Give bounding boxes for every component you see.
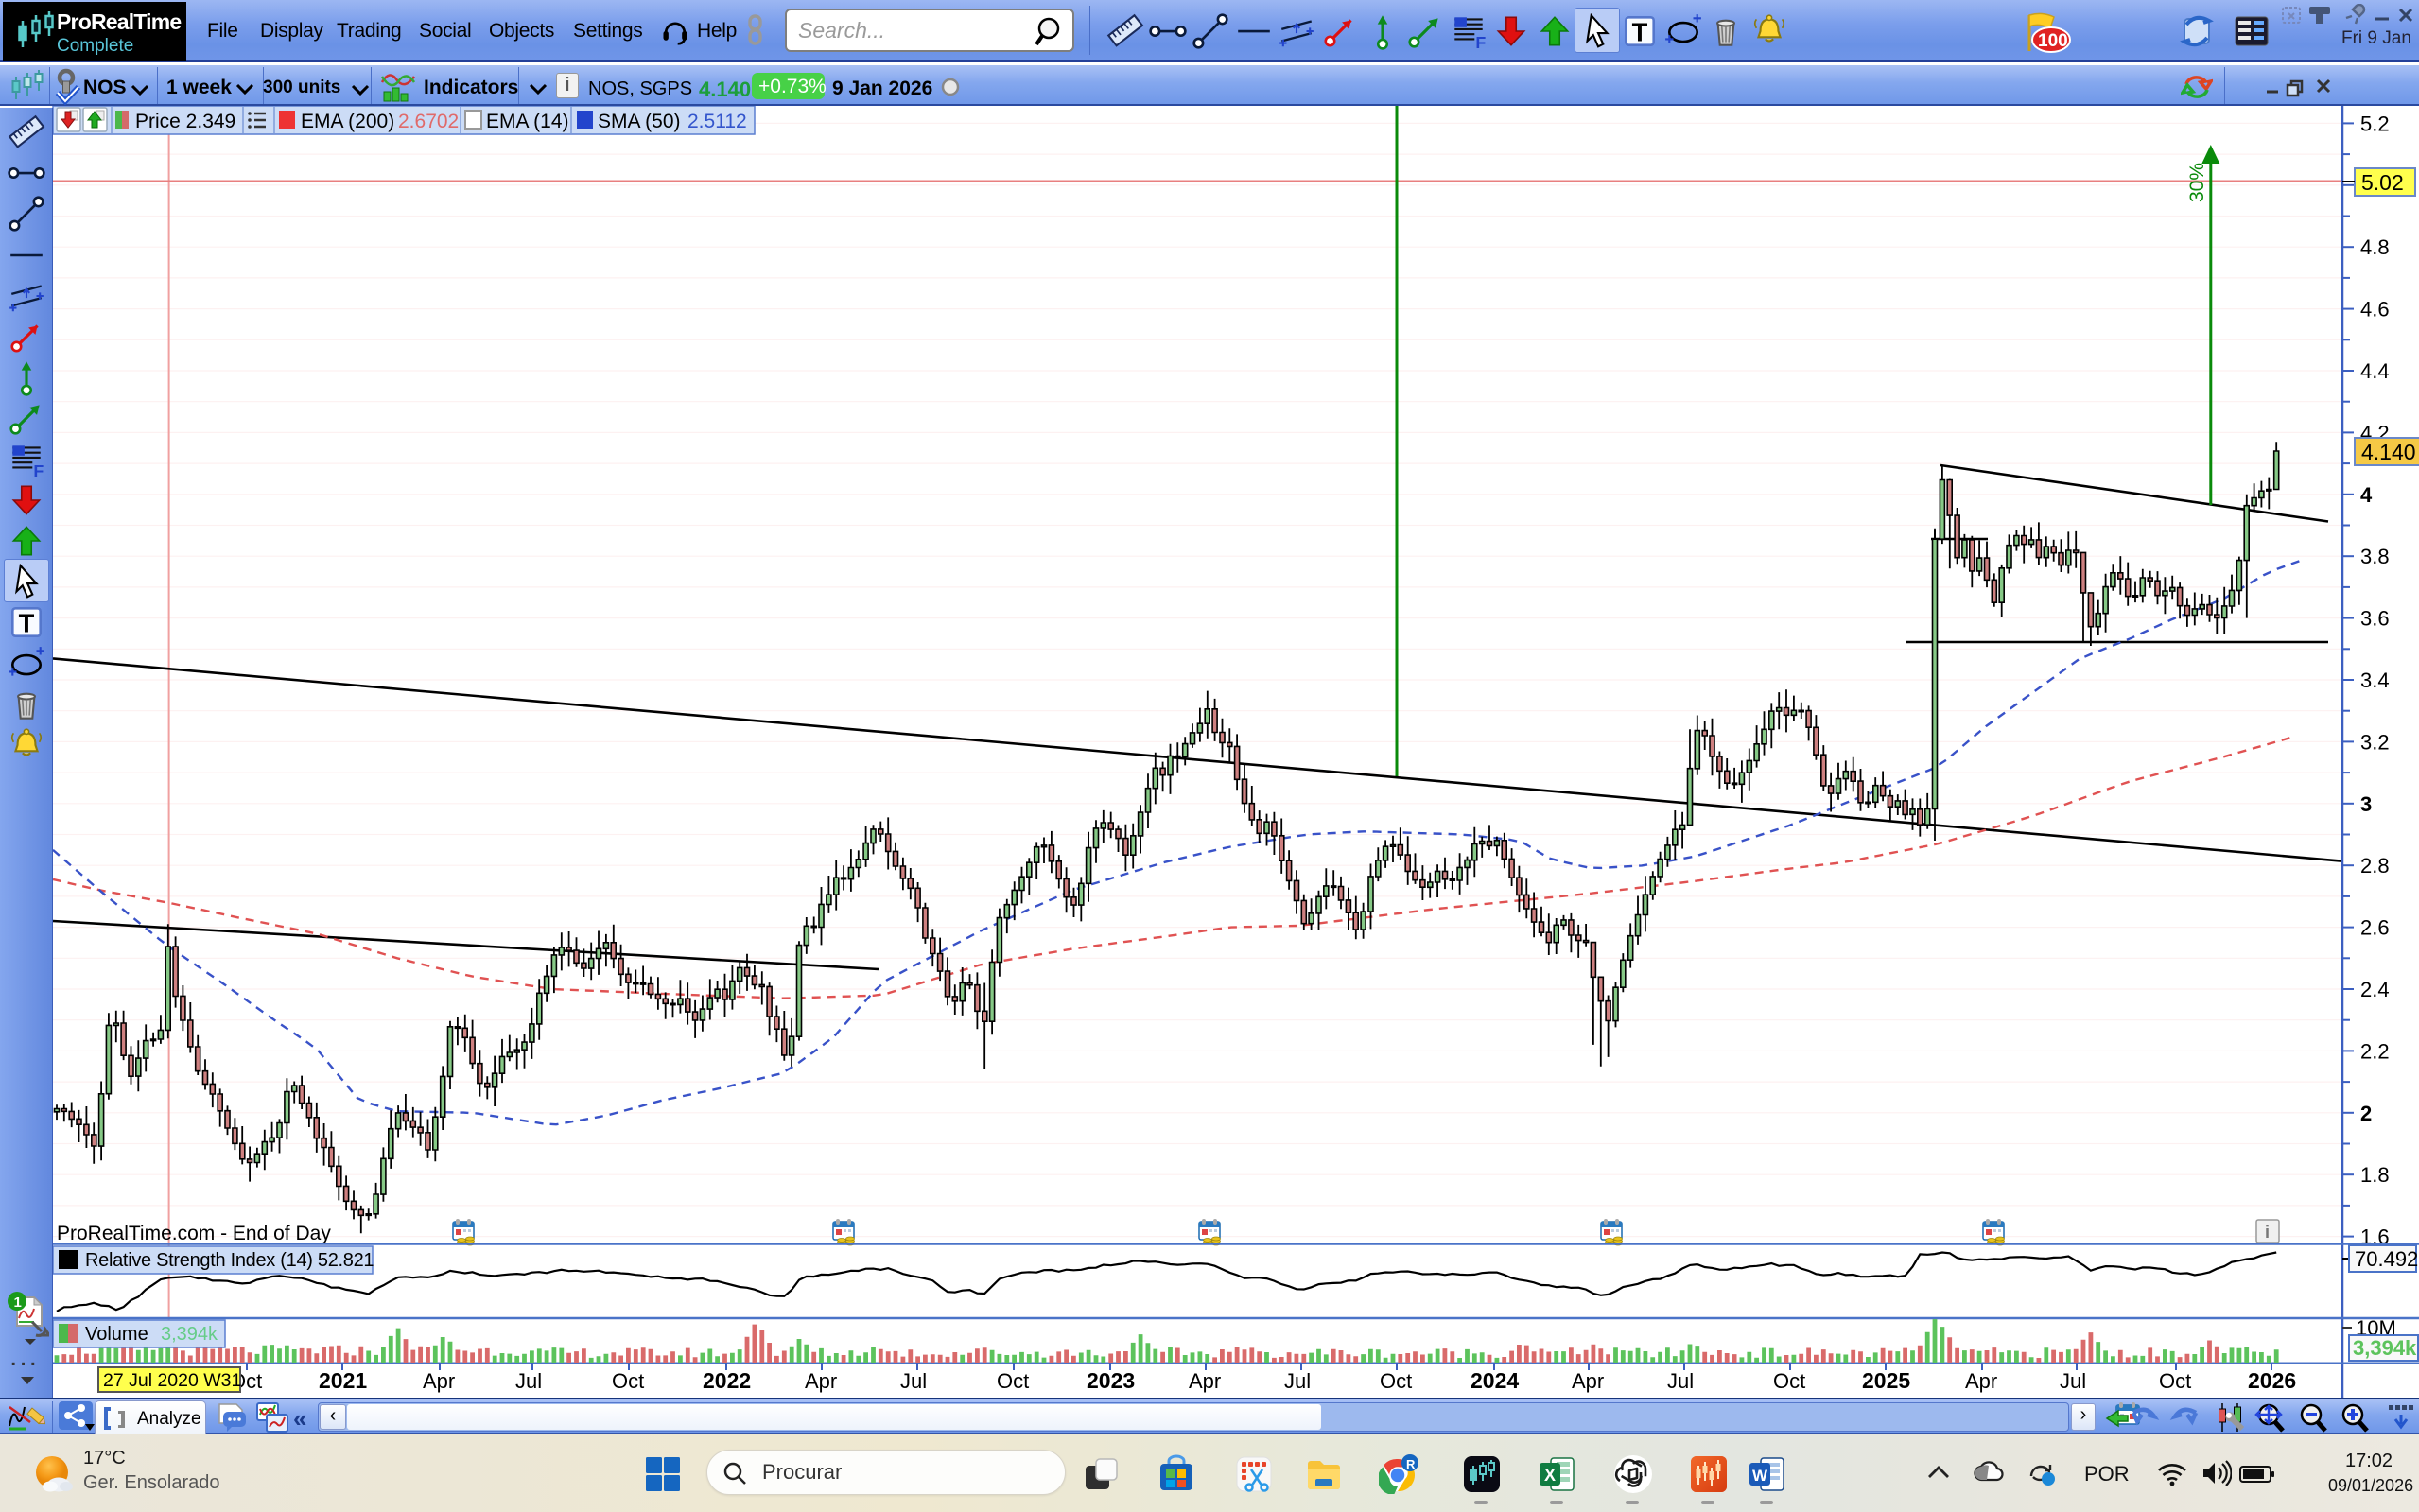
svg-text:5.02: 5.02 bbox=[2361, 170, 2404, 195]
svg-text:3.4: 3.4 bbox=[2360, 669, 2390, 692]
svg-text:27 Jul 2020 W31: 27 Jul 2020 W31 bbox=[103, 1370, 241, 1391]
svg-text:Oct: Oct bbox=[1773, 1369, 1805, 1393]
svg-text:3.8: 3.8 bbox=[2360, 545, 2390, 568]
svg-text:4.4: 4.4 bbox=[2360, 359, 2390, 383]
svg-text:Price 2.349: Price 2.349 bbox=[135, 111, 235, 132]
svg-text:2.2: 2.2 bbox=[2360, 1039, 2390, 1063]
svg-text:30%: 30% bbox=[2186, 163, 2208, 202]
svg-text:Oct: Oct bbox=[612, 1369, 644, 1393]
svg-text:Oct: Oct bbox=[1380, 1369, 1412, 1393]
svg-text:Jul: Jul bbox=[900, 1369, 927, 1393]
svg-text:ProRealTime.com - End of Day: ProRealTime.com - End of Day bbox=[57, 1223, 331, 1244]
svg-text:Apr: Apr bbox=[1189, 1369, 1221, 1393]
svg-text:2.8: 2.8 bbox=[2360, 854, 2390, 878]
svg-text:1: 1 bbox=[14, 1295, 22, 1311]
svg-text:2022: 2022 bbox=[703, 1368, 751, 1393]
svg-text:Oct: Oct bbox=[997, 1369, 1029, 1393]
svg-text:2025: 2025 bbox=[1862, 1368, 1910, 1393]
svg-text:SMA (50): SMA (50) bbox=[598, 111, 681, 132]
svg-text:Jul: Jul bbox=[515, 1369, 542, 1393]
svg-text:Jul: Jul bbox=[2060, 1369, 2086, 1393]
svg-text:2024: 2024 bbox=[1471, 1368, 1519, 1393]
svg-text:Apr: Apr bbox=[423, 1369, 455, 1393]
svg-text:Jul: Jul bbox=[1667, 1369, 1694, 1393]
svg-text:4.6: 4.6 bbox=[2360, 298, 2390, 322]
svg-text:F: F bbox=[33, 461, 44, 479]
svg-text:1.8: 1.8 bbox=[2360, 1163, 2390, 1187]
svg-text:Apr: Apr bbox=[805, 1369, 837, 1393]
svg-text:5.2: 5.2 bbox=[2360, 112, 2390, 135]
svg-text:EMA (200): EMA (200) bbox=[301, 111, 394, 132]
svg-text:3,394k: 3,394k bbox=[2353, 1336, 2417, 1360]
svg-text:3.2: 3.2 bbox=[2360, 730, 2390, 754]
svg-text:Volume: Volume bbox=[85, 1324, 148, 1345]
svg-text:R: R bbox=[1406, 1457, 1416, 1471]
svg-text:4.8: 4.8 bbox=[2360, 235, 2390, 259]
svg-text:2.6702: 2.6702 bbox=[398, 111, 459, 132]
svg-text:Oct: Oct bbox=[2159, 1369, 2191, 1393]
svg-text:Apr: Apr bbox=[1965, 1369, 1997, 1393]
svg-text:2: 2 bbox=[2360, 1102, 2372, 1125]
svg-text:4: 4 bbox=[2360, 483, 2373, 507]
svg-text:70.492: 70.492 bbox=[2355, 1247, 2418, 1271]
svg-text:100: 100 bbox=[2038, 31, 2068, 51]
svg-text:2.4: 2.4 bbox=[2360, 978, 2390, 1001]
svg-text:X: X bbox=[1544, 1466, 1556, 1485]
svg-text:2.5112: 2.5112 bbox=[687, 111, 747, 132]
svg-text:T: T bbox=[1632, 17, 1648, 46]
svg-text:4.140: 4.140 bbox=[2361, 440, 2416, 464]
svg-text:Relative Strength Index (14): Relative Strength Index (14) 52.821 bbox=[85, 1250, 374, 1271]
svg-text:2.6: 2.6 bbox=[2360, 916, 2390, 940]
svg-text:3: 3 bbox=[2360, 792, 2372, 816]
svg-text:Apr: Apr bbox=[1572, 1369, 1604, 1393]
svg-text:2026: 2026 bbox=[2248, 1368, 2296, 1393]
svg-text:EMA (14): EMA (14) bbox=[486, 111, 569, 132]
svg-text:3,394k: 3,394k bbox=[161, 1324, 218, 1345]
svg-text:F: F bbox=[1475, 33, 1486, 51]
svg-text:T: T bbox=[19, 609, 35, 638]
svg-text:3.6: 3.6 bbox=[2360, 607, 2390, 631]
svg-text:i: i bbox=[2265, 1223, 2270, 1242]
svg-text:2023: 2023 bbox=[1087, 1368, 1135, 1393]
svg-text:Jul: Jul bbox=[1284, 1369, 1311, 1393]
svg-text:2021: 2021 bbox=[319, 1368, 367, 1393]
svg-text:W: W bbox=[1752, 1467, 1768, 1485]
